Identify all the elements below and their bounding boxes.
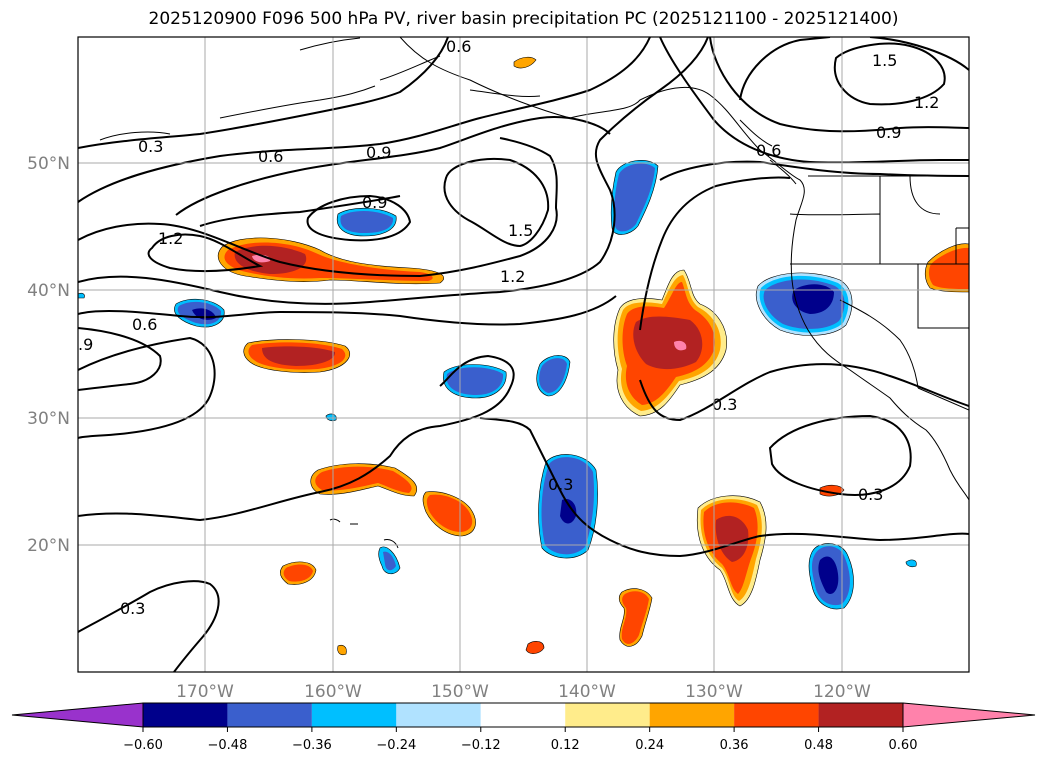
contour-0-3-southeast-loop [768, 414, 912, 496]
colorbar-tick-label: 0.36 [720, 738, 749, 753]
contour-label: 0.3 [120, 599, 145, 618]
colorbar-tick-label: −0.48 [208, 738, 248, 753]
contour-label: 0.9 [366, 143, 391, 162]
contour-label: 1.5 [508, 221, 533, 240]
colorbar-tick-label: 0.12 [551, 738, 580, 753]
colorbar-extend-right [902, 702, 1036, 728]
gridlines [78, 37, 969, 672]
lon-tick-label: 140°W [558, 682, 616, 702]
lon-tick-label: 130°W [685, 682, 743, 702]
lon-tick-label: 160°W [304, 682, 362, 702]
contour-label: 0.6 [258, 147, 283, 166]
colorbar-cell [565, 703, 650, 727]
contour-label: 0.3 [712, 395, 737, 414]
contour-label: 0.6 [446, 37, 471, 56]
contour-label: 1.5 [872, 51, 897, 70]
lon-tick-label: 120°W [813, 682, 871, 702]
colorbar-tick-label: 0.48 [804, 738, 833, 753]
contour-1-2-loop [147, 233, 264, 273]
contour-label: .9 [78, 335, 93, 354]
colorbar-cell [649, 703, 735, 727]
colorbar-cell [734, 703, 819, 727]
contour-0-3-north [78, 37, 449, 149]
colorbar-tick-label: 0.60 [889, 738, 918, 753]
contour-label: 0.6 [756, 141, 781, 160]
contour-0-6-east [659, 160, 969, 181]
contour-label: 0.3 [138, 137, 163, 156]
colorbar-cell [480, 703, 566, 727]
colorbar-tick-label: −0.24 [376, 738, 416, 753]
colorbar-tick-label: −0.12 [461, 738, 501, 753]
lat-tick-label: 30°N [27, 409, 70, 429]
colorbar-cell [818, 703, 903, 727]
contour-0-3-mid-east [639, 363, 969, 422]
contour-0-3-central [479, 417, 969, 558]
contour-1-5-loop [443, 158, 550, 248]
contour-0-3-south [78, 354, 515, 522]
colorbar-tick-label: −0.60 [123, 738, 163, 753]
contour-label: 1.2 [158, 229, 183, 248]
contour-1-2-east [739, 37, 969, 101]
contour-0-3-center-trough [639, 176, 791, 331]
contour-label: 1.2 [500, 267, 525, 286]
colorbar: −0.60 −0.48 −0.36 −0.24 −0.12 0.12 0.24 0.36 0.4… [11, 702, 1036, 753]
lat-tick-label: 20°N [27, 536, 70, 556]
pv-contour-layer [78, 37, 969, 672]
lon-tick-label: 150°W [431, 682, 489, 702]
contour-0-9-north [175, 116, 611, 216]
colorbar-tick-label: 0.24 [635, 738, 664, 753]
contour-1-2-big [78, 137, 558, 278]
contour-0-3-southwest [78, 580, 220, 672]
colorbar-cell [311, 703, 397, 727]
colorbar-cell [227, 703, 312, 727]
contour-label: 0.6 [132, 315, 157, 334]
contour-0-6-west-edge [78, 336, 216, 439]
lon-tick-label: 170°W [176, 682, 234, 702]
contour-label: 0.9 [362, 193, 387, 212]
contour-label: 1.2 [914, 93, 939, 112]
contour-0-6-west [78, 295, 617, 326]
lat-tick-label: 50°N [27, 154, 70, 174]
contour-0-3-east [659, 37, 969, 164]
colorbar-tick-label: −0.36 [292, 738, 332, 753]
colorbar-extend-left [11, 702, 144, 728]
map-frame [77, 36, 970, 673]
lat-tick-labels: 50°N 40°N 30°N 20°N [27, 154, 70, 556]
contour-0-6-north [78, 37, 651, 203]
contour-1-5-east-loop [833, 42, 946, 106]
contour-0-9-mid [78, 37, 709, 305]
lon-tick-labels: 170°W 160°W 150°W 140°W 130°W 120°W [176, 682, 871, 702]
contour-0-9-west-edge [78, 327, 162, 391]
chart-title: 2025120900 F096 500 hPa PV, river basin … [148, 9, 899, 29]
colorbar-cell [143, 703, 228, 727]
contour-0-9-west [199, 195, 401, 227]
contour-label: 0.3 [858, 485, 883, 504]
lat-tick-label: 40°N [27, 281, 70, 301]
colorbar-cell [396, 703, 481, 727]
contour-0-9-east [709, 37, 969, 133]
contour-label: 0.3 [548, 475, 573, 494]
contour-labels: 0.6 1.5 1.2 0.3 0.9 0.6 0.9 0.9 1.5 1.2 … [78, 37, 939, 618]
contour-label: 0.9 [876, 123, 901, 142]
